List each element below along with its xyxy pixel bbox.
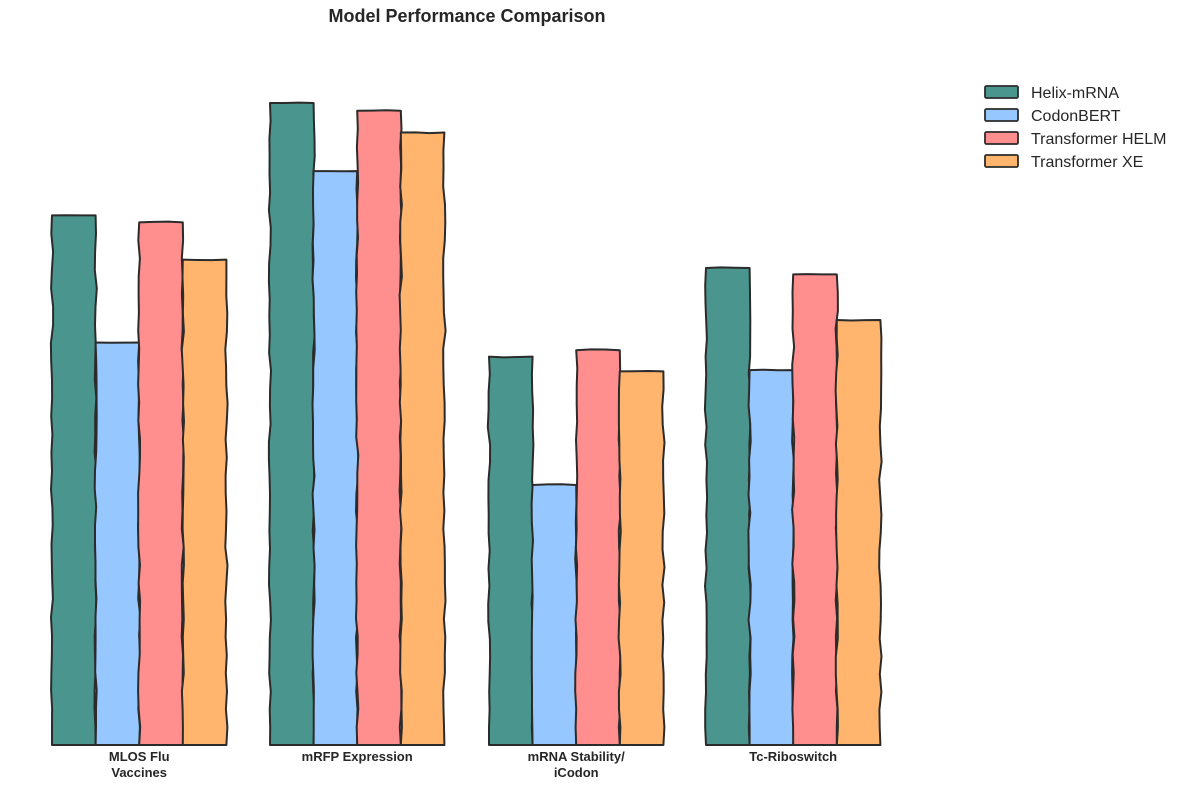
x-tick-label: Tc-Riboswitch	[749, 749, 837, 764]
bar-transformer-helm-mrna-stability-icodon	[574, 348, 622, 746]
legend-swatch-transformer-xe	[984, 154, 1019, 168]
bar-transformer-helm-mlos-flu-vaccines	[137, 220, 185, 746]
bar-transformer-xe-mlos-flu-vaccines	[180, 258, 229, 746]
legend-swatch-transformer-helm	[984, 131, 1019, 145]
bar-codonbert-mrfp-expression	[311, 170, 360, 746]
chart-title: Model Performance Comparison	[328, 6, 606, 26]
bar-helix-mrna-tc-riboswitch	[703, 266, 752, 746]
legend-label-codonbert: CodonBERT	[1031, 108, 1121, 125]
bar-transformer-xe-tc-riboswitch	[834, 319, 883, 746]
bar-helix-mrna-mlos-flu-vaccines	[49, 214, 98, 746]
x-tick-label: mRFP Expression	[302, 749, 413, 764]
bar-helix-mrna-mrfp-expression	[267, 101, 316, 746]
bar-transformer-helm-mrfp-expression	[355, 109, 403, 746]
bar-transformer-xe-mrna-stability-icodon	[617, 370, 666, 746]
legend-label-helix-mrna: Helix-mRNA	[1031, 85, 1119, 102]
bar-codonbert-mrna-stability-icodon	[530, 483, 579, 746]
bar-codonbert-mlos-flu-vaccines	[93, 341, 142, 746]
legend: Helix-mRNA CodonBERT Transformer HELM Trans…	[984, 85, 1166, 171]
bar-transformer-xe-mrfp-expression	[398, 131, 447, 746]
bar-helix-mrna-mrna-stability-icodon	[486, 355, 535, 746]
bar-codonbert-tc-riboswitch	[747, 368, 796, 746]
legend-swatch-codonbert	[984, 108, 1019, 122]
bar-transformer-helm-tc-riboswitch	[791, 273, 839, 746]
x-tick-label: MLOS Flu Vaccines	[109, 749, 170, 780]
x-tick-label: mRNA Stability/iCodon	[528, 749, 625, 780]
legend-swatch-helix-mrna	[984, 85, 1019, 99]
legend-label-transformer-helm: Transformer HELM	[1031, 131, 1166, 148]
legend-label-transformer-xe: Transformer XE	[1031, 154, 1143, 171]
